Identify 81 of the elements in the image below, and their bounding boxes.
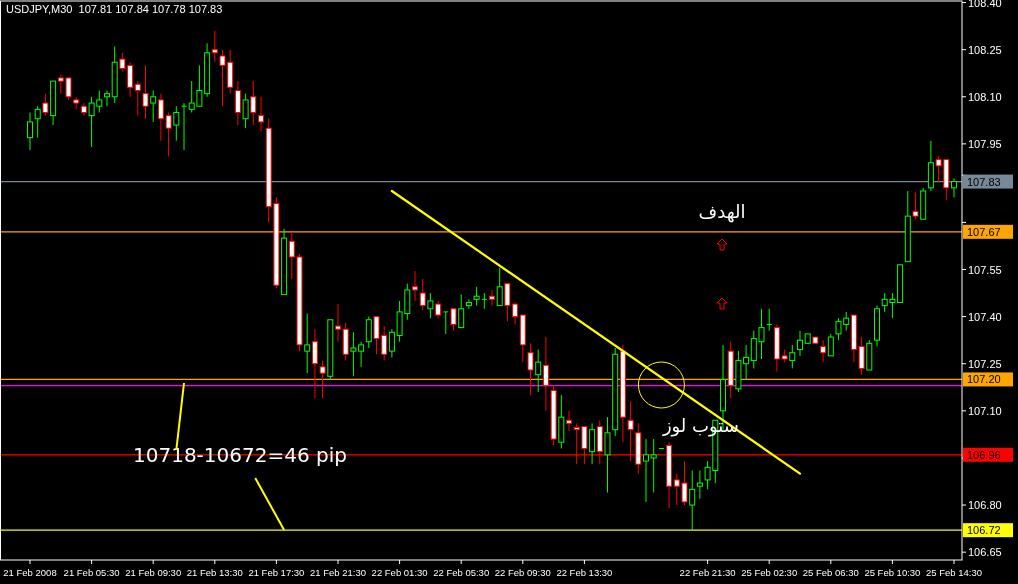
candlestick	[134, 80, 141, 117]
x-tick-label: 21 Feb 21:30	[310, 567, 366, 578]
candlestick	[912, 192, 919, 220]
x-tick-label: 25 Feb 10:30	[864, 567, 921, 578]
candlestick	[242, 93, 249, 129]
candlestick	[234, 80, 241, 126]
candlestick	[827, 333, 834, 357]
annotation: الهدف	[698, 201, 746, 223]
y-tick-label: 107.55	[968, 263, 1002, 276]
candlestick	[258, 96, 264, 132]
candlestick	[181, 102, 187, 151]
candlestick	[27, 111, 33, 151]
ref-line-label: 106.96	[967, 448, 1001, 461]
candlestick	[496, 267, 503, 307]
candlestick	[450, 308, 457, 332]
candlestick	[566, 410, 572, 432]
candlestick	[650, 438, 657, 493]
candlestick	[589, 422, 596, 465]
candlestick	[412, 270, 418, 302]
x-tick-label: 21 Feb 05:30	[63, 567, 120, 578]
x-tick-label: 22 Feb 05:30	[433, 567, 490, 578]
x-tick-label: 21 Feb 17:30	[248, 567, 305, 578]
candlestick	[80, 102, 87, 117]
y-tick-label: 108.10	[968, 90, 1002, 103]
candlestick	[643, 438, 649, 503]
candlestick	[797, 330, 803, 357]
y-tick-label: 107.95	[968, 137, 1002, 150]
x-tick-label: 21 Feb 09:30	[125, 567, 182, 578]
x-tick-label: 21 Feb 2008	[3, 567, 57, 578]
candlestick	[696, 470, 703, 500]
x-tick-label: 22 Feb 13:30	[556, 567, 613, 578]
candlestick	[789, 344, 796, 369]
candlestick	[604, 416, 611, 493]
ref-line-label: 106.72	[967, 524, 1001, 537]
candlestick	[34, 105, 41, 139]
candlestick	[481, 292, 488, 310]
candlestick	[473, 286, 480, 307]
candlestick	[766, 308, 773, 332]
candlestick	[442, 311, 449, 335]
candlestick	[311, 328, 318, 399]
ref-label: 107.20	[963, 372, 1013, 387]
y-tick-label: 106.65	[968, 546, 1002, 559]
y-tick-label: 107.25	[968, 357, 1002, 370]
candlestick	[319, 360, 326, 399]
y-tick-label: 107.40	[968, 310, 1002, 323]
y-tick-label: 107.10	[968, 404, 1002, 417]
candlestick	[820, 339, 827, 363]
x-tick-label: 22 Feb 21:30	[679, 567, 736, 578]
ref-label: 106.72	[963, 523, 1013, 538]
ref-line-label: 107.83	[967, 175, 1001, 188]
candlestick	[104, 90, 110, 107]
ref-line-label: 107.20	[967, 373, 1001, 386]
y-tick-label: 108.25	[968, 43, 1002, 56]
candlestick	[542, 336, 549, 412]
candlestick	[211, 30, 218, 63]
candlestick	[465, 298, 472, 310]
candlestick	[304, 312, 311, 374]
x-tick-label: 21 Feb 13:30	[186, 567, 243, 578]
x-tick-label: 22 Feb 09:30	[494, 567, 551, 578]
x-tick-label: 25 Feb 02:30	[741, 567, 798, 578]
x-tick-label: 22 Feb 01:30	[371, 567, 428, 578]
candlestick	[150, 90, 157, 123]
candlestick	[489, 289, 495, 307]
x-tick-label: 25 Feb 14:30	[926, 567, 982, 578]
x-tick-label: 25 Feb 06:30	[802, 567, 859, 578]
candlestick	[427, 292, 434, 319]
candlestick	[335, 303, 341, 343]
chart-title: USDJPY,M30 107.81 107.84 107.78 107.83	[6, 3, 223, 15]
y-tick-label: 106.80	[968, 499, 1002, 512]
candlestick	[458, 294, 465, 329]
candlestick	[535, 349, 542, 393]
candlestick	[689, 470, 696, 531]
candlestick	[419, 278, 426, 311]
candlestick	[365, 316, 372, 349]
ref-line-label: 107.67	[967, 225, 1001, 238]
candlestick	[42, 93, 49, 117]
candlestick	[250, 80, 257, 126]
candlestick	[951, 177, 957, 198]
candlestick	[142, 64, 149, 120]
candlestick	[527, 342, 534, 396]
candlestick	[173, 105, 180, 142]
